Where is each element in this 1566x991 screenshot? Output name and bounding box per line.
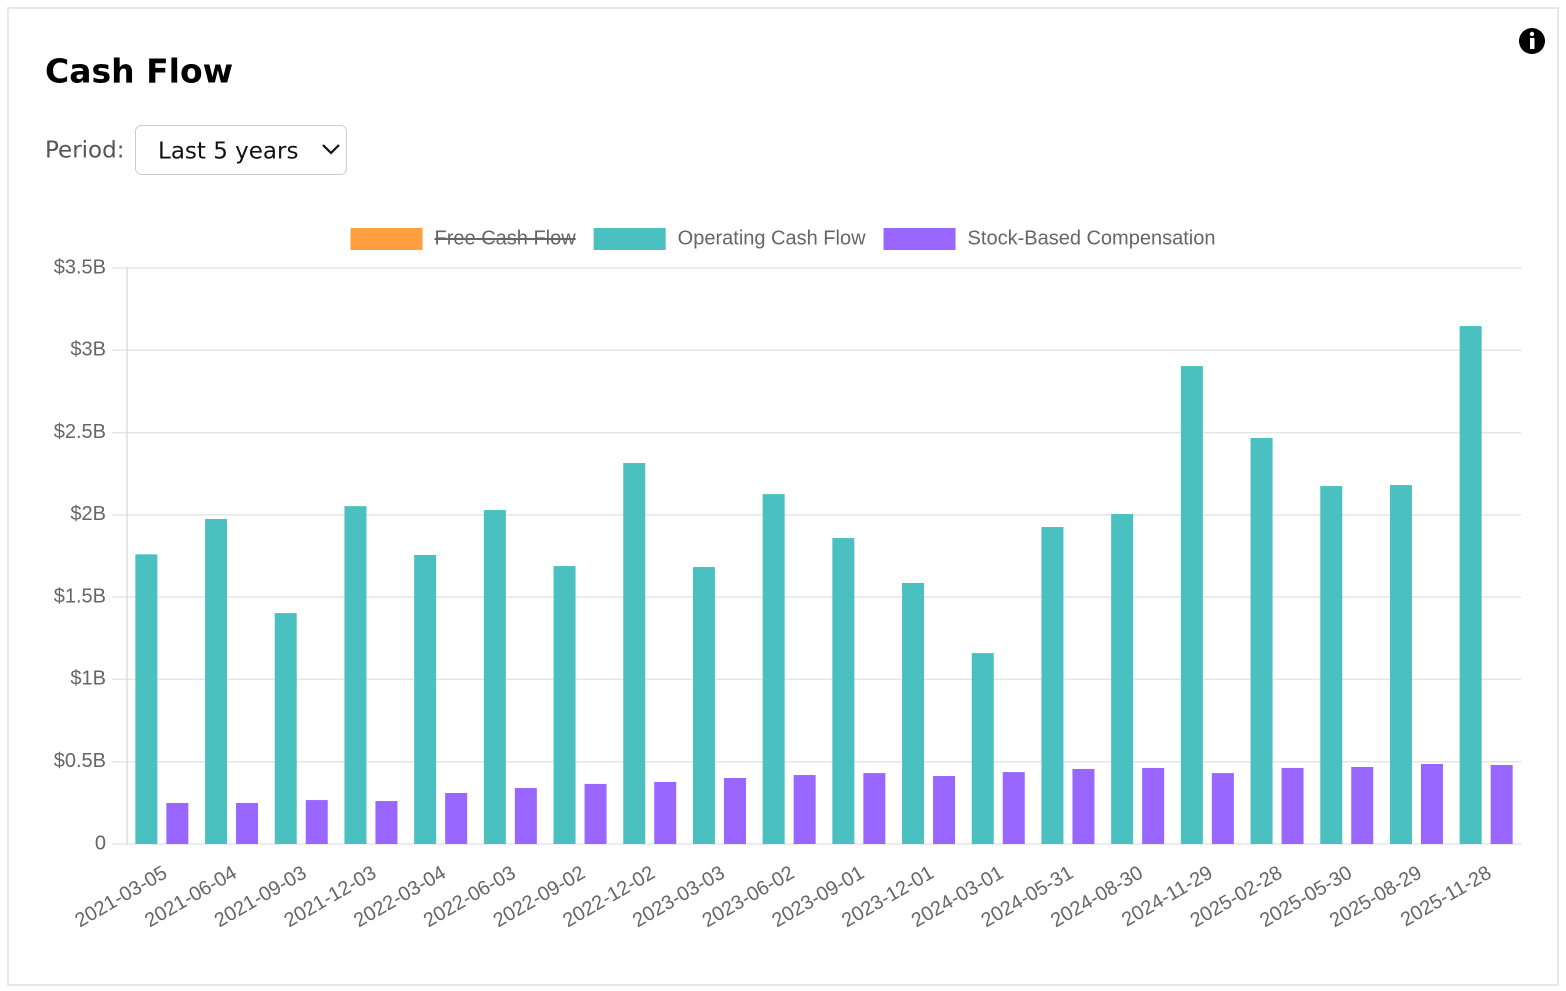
- legend-label: Stock-Based Compensation: [968, 227, 1216, 249]
- bar: [584, 783, 607, 844]
- bar: [832, 538, 855, 844]
- period-label: Period:: [45, 138, 124, 164]
- legend-item[interactable]: Stock-Based Compensation: [883, 227, 1216, 250]
- period-select[interactable]: Last 5 years: [135, 125, 347, 175]
- bar: [375, 801, 398, 844]
- bar: [933, 776, 956, 844]
- bar: [1459, 326, 1482, 844]
- bar: [1111, 514, 1134, 844]
- card-title: Cash Flow: [45, 52, 233, 91]
- bar: [553, 566, 576, 844]
- legend-swatch: [350, 228, 423, 250]
- bar: [692, 567, 715, 844]
- bar: [1250, 438, 1273, 844]
- bar: [723, 778, 746, 844]
- bar: [1420, 764, 1443, 844]
- y-tick-label: $3.5B: [54, 256, 106, 278]
- y-tick-label: $1B: [70, 668, 106, 690]
- legend-swatch: [593, 228, 666, 250]
- bar: [274, 613, 297, 844]
- y-tick-label: $3B: [70, 339, 106, 361]
- bar: [1389, 485, 1412, 844]
- y-tick-label: $1.5B: [54, 585, 106, 607]
- bar: [236, 803, 259, 844]
- bar: [902, 582, 925, 844]
- bar: [445, 792, 468, 844]
- bar: [1142, 767, 1165, 844]
- select-value: Last 5 years: [158, 139, 298, 165]
- bar: [514, 788, 537, 844]
- bar: [1002, 772, 1025, 844]
- y-tick-label: 0: [95, 832, 106, 854]
- bar: [135, 554, 158, 844]
- bar: [166, 803, 189, 844]
- bar: [483, 510, 506, 844]
- bar: [971, 653, 994, 844]
- bar: [1180, 366, 1203, 844]
- bar: [305, 800, 328, 844]
- bar: [863, 773, 886, 844]
- bar: [1211, 773, 1234, 844]
- info-stem: [1530, 38, 1535, 49]
- y-tick-label: $2B: [70, 503, 106, 525]
- bar: [1490, 765, 1513, 844]
- select-chevron: [322, 144, 340, 155]
- legend-swatch: [883, 228, 956, 250]
- bar: [1351, 766, 1374, 844]
- bar: [623, 463, 646, 844]
- y-tick-label: $2.5B: [54, 421, 106, 443]
- bar: [205, 518, 228, 844]
- y-tick-label: $0.5B: [54, 750, 106, 772]
- info-button[interactable]: [1519, 28, 1545, 54]
- bar: [1041, 527, 1064, 844]
- legend-label: Operating Cash Flow: [678, 227, 866, 249]
- bar: [414, 555, 437, 844]
- bar: [654, 781, 677, 844]
- bar: [1072, 768, 1095, 844]
- bar: [344, 506, 367, 844]
- info-dot: [1529, 31, 1535, 37]
- bar: [1320, 486, 1343, 844]
- select-box[interactable]: [135, 125, 347, 175]
- bar: [793, 775, 816, 844]
- legend-item[interactable]: Operating Cash Flow: [593, 227, 866, 250]
- bar: [762, 494, 785, 844]
- bar: [1281, 767, 1304, 844]
